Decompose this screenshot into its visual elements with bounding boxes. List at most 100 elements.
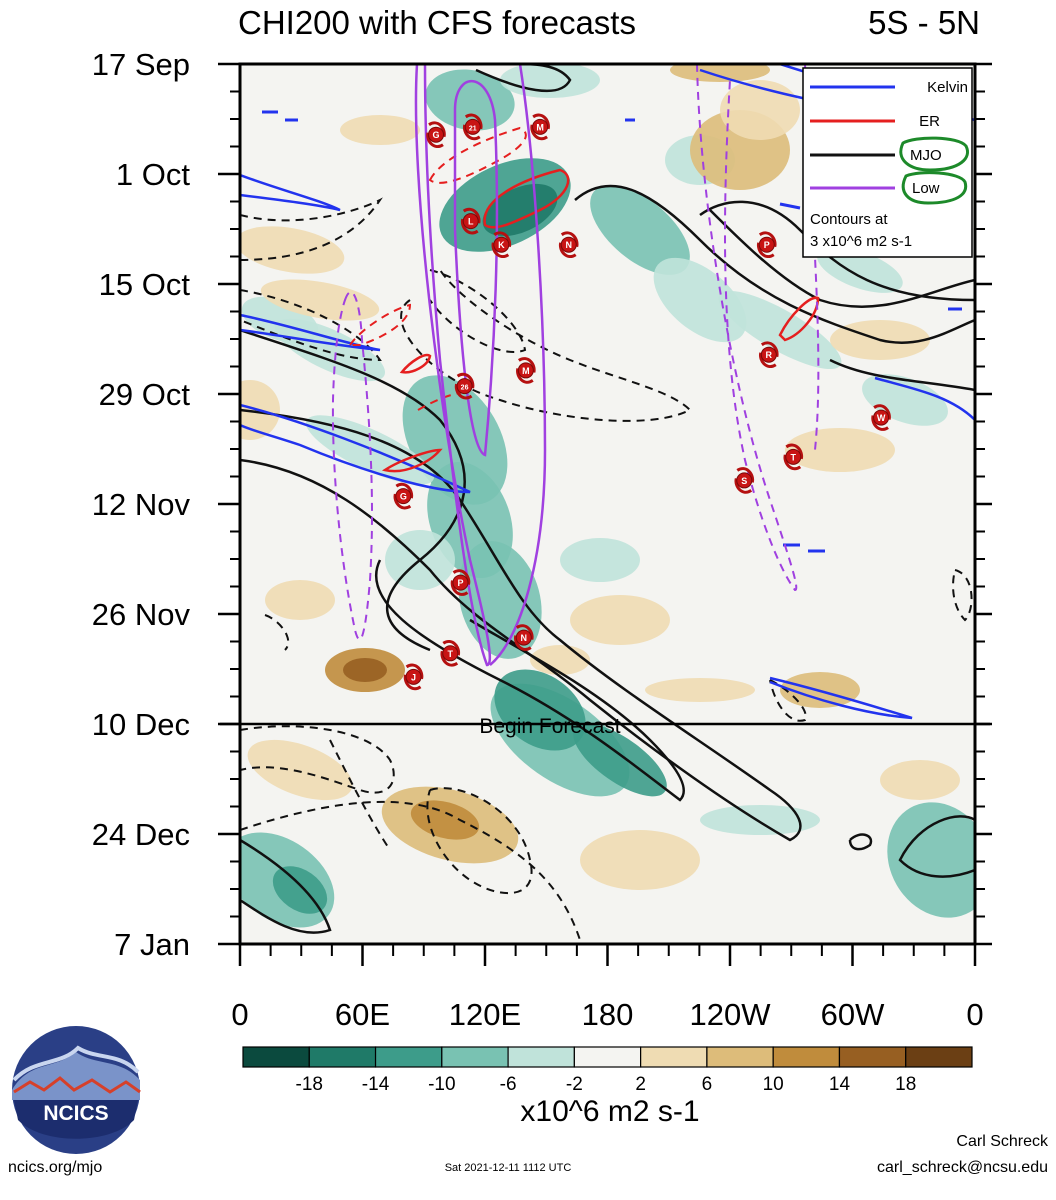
storm-dot — [405, 668, 422, 685]
anomaly-blob — [887, 802, 975, 918]
storm-label: G — [432, 130, 439, 140]
storm-marker: T — [440, 640, 461, 667]
region-label: 5S - 5N — [868, 4, 980, 41]
contour-line — [489, 64, 547, 666]
contour-line — [848, 833, 873, 851]
storm-swirl — [462, 113, 483, 141]
y-axis: 17 Sep 1 Oct 15 Oct 29 Oct 12 Nov 26 Nov 10 De… — [92, 47, 992, 962]
y-tick-label: 12 Nov — [92, 487, 191, 522]
contour-line — [240, 197, 383, 261]
colorbar-label: 6 — [702, 1074, 713, 1095]
contour-line — [240, 838, 332, 934]
legend-kelvin-label: Kelvin — [927, 79, 968, 96]
x-tick-label: 0 — [966, 997, 983, 1032]
contour-line — [829, 358, 975, 392]
anomaly-blob — [720, 80, 800, 140]
anomaly-blob — [265, 580, 335, 620]
x-axis: 0 60E 120E 180 120W 60W 0 — [231, 944, 984, 1032]
ncics-logo: NCICS — [12, 1026, 141, 1154]
storm-marker: J — [403, 663, 424, 691]
storm-marker: 21 — [462, 113, 483, 141]
contour-line — [898, 815, 975, 878]
contour-line — [769, 679, 807, 722]
legend-note-2: 3 x10^6 m2 s-1 — [810, 233, 912, 250]
storm-swirl — [491, 231, 512, 258]
legend-mjo-highlight — [899, 136, 969, 172]
storm-dot — [560, 236, 577, 253]
colorbar-label: 10 — [763, 1074, 784, 1095]
storm-swirl — [403, 663, 424, 691]
chart-title: CHI200 with CFS forecasts — [238, 4, 636, 41]
anomaly-blob — [340, 115, 420, 145]
storm-label: J — [411, 672, 416, 682]
forecast-label: Begin Forecast — [479, 715, 620, 738]
storm-marker: P — [450, 569, 471, 596]
storm-dot — [428, 126, 444, 143]
storm-label: P — [457, 578, 463, 588]
colorbar-label: -10 — [428, 1074, 455, 1095]
y-tick-label: 17 Sep — [92, 47, 190, 82]
storm-dot — [493, 236, 510, 253]
colorbar-swatch — [374, 1046, 443, 1068]
anomaly-blob — [580, 830, 700, 890]
contour-line — [240, 408, 802, 842]
anomaly-blob — [247, 739, 353, 801]
colorbar-swatch — [640, 1046, 708, 1068]
storm-swirl — [871, 404, 891, 431]
storm-label: N — [521, 633, 528, 643]
x-tick-label: 0 — [231, 997, 248, 1032]
contour-line — [483, 168, 570, 229]
storm-marker: M — [530, 113, 550, 141]
anomaly-blob — [645, 678, 755, 702]
anomaly-blob — [570, 595, 670, 645]
storm-label: P — [764, 240, 770, 250]
y-tick-label: 26 Nov — [92, 597, 191, 632]
contour-line — [453, 80, 499, 457]
x-tick-label: 120E — [449, 997, 521, 1032]
anomaly-blob — [670, 64, 770, 82]
contour-line — [426, 787, 533, 894]
storm-swirl — [530, 113, 550, 141]
storm-swirl — [759, 341, 779, 368]
contour-line — [874, 376, 975, 421]
colorbar-label: 18 — [895, 1074, 916, 1095]
storm-dot — [785, 448, 802, 465]
storm-swirl — [450, 569, 471, 596]
colorbar-swatch — [308, 1046, 377, 1068]
storm-dot — [873, 409, 890, 426]
storm-label: S — [741, 476, 747, 486]
contour-line — [428, 126, 527, 184]
storm-swirl — [558, 231, 579, 258]
storm-label: G — [400, 492, 407, 502]
y-tick-label: 1 Oct — [116, 157, 190, 192]
storm-markers: G 21 M L K N P R M 26 W T S G P N T J — [393, 113, 891, 691]
storm-dot — [464, 118, 481, 135]
storm-marker: M — [516, 357, 536, 384]
anomaly-blob — [590, 185, 690, 275]
storm-label: L — [468, 217, 474, 227]
legend-mjo-label: MJO — [910, 147, 942, 164]
storm-marker: K — [491, 231, 512, 258]
contour-line — [778, 296, 820, 342]
storm-marker: W — [871, 404, 891, 431]
storm-label: K — [498, 240, 505, 250]
storm-swirl — [783, 443, 804, 471]
legend-box — [802, 67, 973, 258]
storm-swirl — [454, 372, 475, 400]
contour-line — [329, 739, 391, 851]
colorbar-swatch — [772, 1046, 841, 1068]
storm-label: W — [877, 413, 886, 423]
contour-line — [952, 569, 973, 622]
storm-label: M — [536, 122, 544, 132]
footer-email: carl_schreck@ncsu.edu — [877, 1159, 1048, 1176]
contour-line — [348, 303, 412, 346]
storm-marker: N — [558, 231, 579, 258]
storm-swirl — [460, 207, 481, 235]
storm-swirl — [393, 482, 414, 510]
legend: Kelvin ER MJO Low Contours at 3 x10^6 m2… — [802, 67, 973, 258]
storm-swirl — [516, 357, 536, 384]
contour-line — [709, 209, 975, 308]
storm-label: T — [448, 649, 454, 659]
contour-line — [804, 64, 820, 451]
